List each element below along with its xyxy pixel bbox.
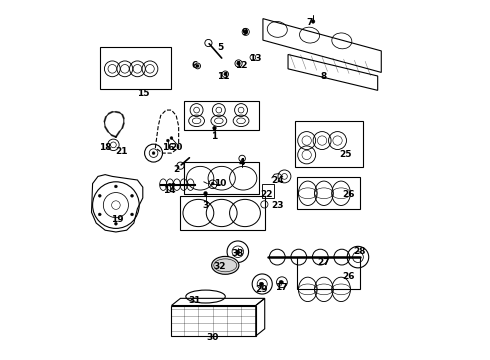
Circle shape [259, 282, 263, 286]
Text: 18: 18 [99, 143, 111, 152]
Text: 23: 23 [271, 201, 284, 210]
Text: 5: 5 [217, 43, 223, 52]
Text: 22: 22 [260, 190, 273, 199]
Text: 15: 15 [137, 89, 149, 98]
Bar [100, 47, 172, 89]
Circle shape [98, 194, 101, 197]
Circle shape [152, 152, 155, 154]
Circle shape [115, 222, 117, 225]
Circle shape [115, 185, 117, 188]
Text: 25: 25 [339, 150, 352, 159]
Circle shape [98, 213, 101, 216]
Text: 1: 1 [211, 132, 218, 141]
Text: 4: 4 [238, 158, 245, 167]
Circle shape [279, 280, 283, 284]
Text: 8: 8 [321, 72, 327, 81]
Circle shape [244, 30, 248, 34]
Circle shape [213, 126, 216, 130]
Circle shape [311, 20, 315, 23]
Text: 14: 14 [163, 186, 176, 195]
Text: 33: 33 [232, 249, 244, 258]
Text: 32: 32 [214, 262, 226, 271]
Text: 31: 31 [189, 296, 201, 305]
Circle shape [131, 213, 133, 216]
Circle shape [213, 129, 216, 131]
Circle shape [167, 139, 170, 142]
Circle shape [204, 192, 207, 195]
Text: 16: 16 [162, 143, 174, 152]
Text: 27: 27 [318, 258, 330, 267]
Text: 10: 10 [214, 179, 226, 188]
Circle shape [204, 193, 207, 196]
Circle shape [170, 136, 173, 139]
Bar [295, 121, 364, 167]
Text: 13: 13 [249, 54, 262, 63]
Text: 3: 3 [202, 201, 209, 210]
Text: 19: 19 [111, 215, 124, 224]
Circle shape [224, 73, 227, 76]
Circle shape [131, 194, 133, 197]
Bar [297, 177, 360, 210]
Text: 21: 21 [115, 147, 127, 156]
Text: 24: 24 [271, 176, 284, 185]
Bar [180, 196, 265, 230]
Circle shape [168, 183, 171, 186]
Circle shape [236, 252, 239, 255]
Text: 26: 26 [343, 272, 355, 281]
Bar [184, 162, 259, 194]
Circle shape [280, 281, 283, 284]
Circle shape [237, 62, 240, 65]
Text: 17: 17 [274, 283, 287, 292]
Text: 6: 6 [192, 61, 198, 70]
Text: 9: 9 [242, 28, 248, 37]
Circle shape [211, 182, 214, 185]
Text: 30: 30 [207, 333, 219, 342]
Circle shape [172, 183, 175, 186]
Text: 12: 12 [235, 61, 247, 70]
Circle shape [196, 64, 199, 67]
Text: 26: 26 [343, 190, 355, 199]
Ellipse shape [212, 256, 239, 274]
Circle shape [261, 283, 264, 285]
Text: 29: 29 [255, 285, 268, 294]
Bar [297, 257, 360, 289]
Text: 7: 7 [306, 18, 313, 27]
Text: 28: 28 [353, 247, 366, 256]
Circle shape [236, 250, 240, 253]
Text: 11: 11 [217, 72, 230, 81]
Text: 2: 2 [174, 165, 180, 174]
Bar [262, 184, 274, 198]
Text: 20: 20 [171, 143, 183, 152]
